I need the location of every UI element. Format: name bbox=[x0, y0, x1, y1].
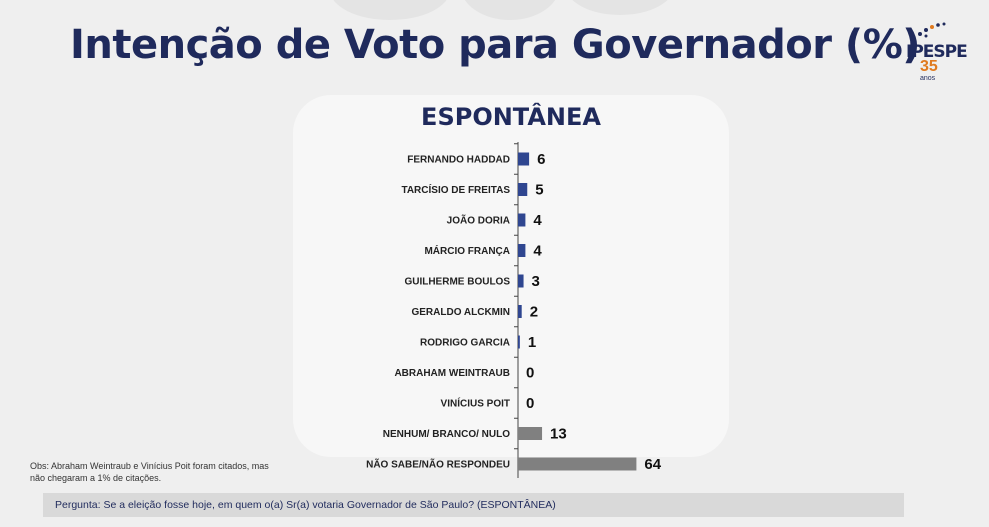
observation-note: Obs: Abraham Weintraub e Vinícius Poit f… bbox=[30, 461, 269, 483]
chart-panel: ESPONTÂNEA bbox=[293, 95, 729, 457]
bar bbox=[518, 305, 522, 318]
background-decoration bbox=[460, 0, 560, 20]
logo-years: 35 bbox=[920, 58, 938, 75]
data-label: 0 bbox=[526, 365, 534, 382]
bar bbox=[518, 213, 526, 227]
data-label: 64 bbox=[644, 456, 661, 473]
page-title: Intenção de Voto para Governador (%) bbox=[70, 22, 921, 68]
category-label: NÃO SABE/NÃO RESPONDEU bbox=[366, 458, 510, 471]
category-label: TARCÍSIO DE FREITAS bbox=[401, 183, 510, 196]
category-label: GERALDO ALCKMIN bbox=[411, 307, 510, 318]
category-label: NENHUM/ BRANCO/ NULO bbox=[383, 429, 510, 440]
data-label: 1 bbox=[528, 334, 536, 351]
ipespe-logo: IPESPE 35 anos bbox=[906, 22, 968, 84]
category-label: ABRAHAM WEINTRAUB bbox=[394, 368, 510, 379]
data-label: 3 bbox=[532, 273, 540, 290]
question-text: Pergunta: Se a eleição fosse hoje, em qu… bbox=[55, 499, 556, 511]
data-label: 13 bbox=[550, 426, 567, 443]
category-label: GUILHERME BOULOS bbox=[404, 277, 510, 288]
category-label: VINÍCIUS POIT bbox=[441, 397, 510, 410]
data-label: 5 bbox=[535, 182, 543, 199]
data-label: 0 bbox=[526, 395, 534, 412]
category-label: FERNANDO HADDAD bbox=[407, 155, 510, 166]
bar bbox=[518, 244, 526, 257]
category-label: JOÃO DORIA bbox=[447, 214, 510, 227]
bar bbox=[518, 335, 520, 349]
data-label: 6 bbox=[537, 151, 545, 168]
bar bbox=[518, 183, 528, 196]
bar bbox=[518, 457, 637, 471]
bar bbox=[518, 152, 530, 166]
bar bbox=[518, 427, 543, 440]
data-label: 4 bbox=[533, 243, 542, 260]
category-label: RODRIGO GARCIA bbox=[420, 338, 510, 349]
data-label: 4 bbox=[533, 212, 542, 229]
question-footer: Pergunta: Se a eleição fosse hoje, em qu… bbox=[43, 493, 904, 517]
background-decoration bbox=[330, 0, 450, 20]
data-label: 2 bbox=[530, 304, 538, 321]
chart-title: ESPONTÂNEA bbox=[421, 103, 601, 131]
logo-anos: anos bbox=[920, 75, 936, 82]
logo-brand: IPESPE bbox=[906, 42, 968, 62]
logo-dots-icon bbox=[918, 22, 946, 38]
category-label: MÁRCIO FRANÇA bbox=[424, 244, 510, 257]
bar bbox=[518, 274, 524, 288]
